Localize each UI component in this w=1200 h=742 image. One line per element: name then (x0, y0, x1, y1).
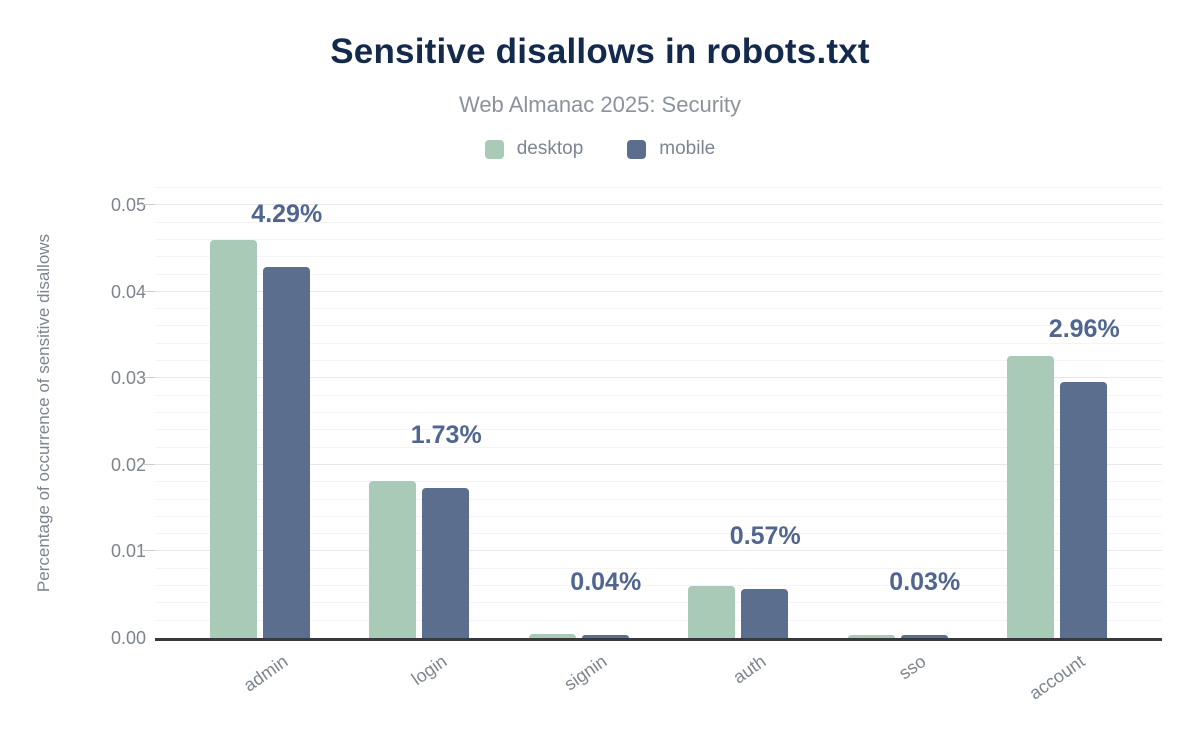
gridline-minor (155, 238, 1162, 240)
bar-group-signin: 0.04% signin (499, 188, 659, 694)
bar-desktop-auth[interactable] (688, 586, 736, 638)
gridline-minor (155, 446, 1162, 448)
gridline-minor (155, 533, 1162, 535)
y-tick-label: 0.02 (110, 454, 146, 475)
gridline-minor (155, 498, 1162, 500)
legend-label-mobile: mobile (659, 138, 716, 159)
x-tick-label-auth: auth (729, 651, 770, 688)
gridline-minor (155, 308, 1162, 310)
bar-groups: 4.29% admin 1.73% login 0.04% signin 0.57% auth… (155, 188, 1162, 704)
bar-desktop-admin[interactable] (209, 239, 257, 638)
bar-mobile-signin[interactable] (581, 634, 629, 638)
y-tick-mark (143, 463, 155, 465)
bar-mobile-sso[interactable] (900, 635, 948, 638)
gridline-minor (155, 567, 1162, 569)
gridline-minor (155, 256, 1162, 258)
gridline-minor (155, 394, 1162, 396)
gridline-major (155, 204, 1162, 206)
point-label-account: 2.96% (1048, 314, 1120, 343)
chart-title: Sensitive disallows in robots.txt (330, 32, 870, 71)
gridline-minor (155, 619, 1162, 621)
y-tick-label: 0.01 (110, 541, 146, 562)
gridline-minor (155, 325, 1162, 327)
bar-desktop-account[interactable] (1007, 355, 1055, 638)
gridline-minor (155, 221, 1162, 223)
x-tick-label-account: account (1025, 651, 1089, 704)
gridline-minor (155, 360, 1162, 362)
x-tick-label-sso: sso (894, 651, 930, 684)
point-label-admin: 4.29% (251, 199, 323, 228)
x-tick-label-login: login (408, 651, 451, 690)
y-tick-label: 0.05 (110, 195, 146, 216)
bar-mobile-auth[interactable] (741, 588, 789, 638)
bar-desktop-signin[interactable] (528, 633, 576, 638)
bar-group-admin: 4.29% admin (180, 188, 340, 696)
point-label-login: 1.73% (410, 421, 482, 450)
gridline-major (155, 377, 1162, 379)
y-tick-label: 0.04 (110, 281, 146, 302)
bar-mobile-account[interactable] (1060, 381, 1108, 638)
gridline-minor (155, 412, 1162, 413)
y-tick-label: 0.00 (110, 628, 146, 648)
y-tick-mark (143, 204, 155, 206)
gridline-major (155, 290, 1162, 292)
bar-mobile-login[interactable] (422, 488, 470, 638)
x-axis-line (155, 638, 1162, 641)
point-label-signin: 0.04% (570, 567, 642, 596)
gridline-minor (155, 342, 1162, 344)
gridline-minor (155, 187, 1162, 188)
legend-label-desktop: desktop (516, 138, 584, 159)
bar-group-sso: 0.03% sso (818, 188, 978, 683)
gridline-minor (155, 515, 1162, 517)
x-tick-label-admin: admin (239, 651, 292, 696)
legend: desktop mobile (0, 138, 1200, 160)
gridline-minor (155, 585, 1162, 587)
point-label-sso: 0.03% (889, 568, 961, 597)
legend-item-mobile[interactable]: mobile (627, 138, 715, 160)
gridline-major (155, 550, 1162, 552)
gridline-minor (155, 602, 1162, 604)
gridline-minor (155, 273, 1162, 275)
bar-group-auth: 0.57% auth (659, 188, 819, 687)
gridline-major (155, 463, 1162, 465)
bar-group-account: 2.96% account (978, 188, 1138, 704)
mobile-swatch-icon (627, 139, 647, 159)
bar-mobile-admin[interactable] (262, 266, 310, 638)
y-tick-mark (143, 377, 155, 379)
y-tick-mark (143, 550, 155, 552)
bar-desktop-sso[interactable] (847, 635, 895, 638)
bar-desktop-login[interactable] (369, 481, 417, 638)
x-tick-label-signin: signin (560, 651, 611, 695)
y-tick-mark (143, 290, 155, 292)
y-tick-label: 0.03 (110, 368, 146, 389)
legend-item-desktop[interactable]: desktop (484, 138, 584, 160)
point-label-auth: 0.57% (729, 521, 801, 550)
desktop-swatch-icon (484, 139, 504, 159)
gridline-minor (155, 429, 1162, 431)
bar-group-login: 1.73% login (340, 188, 500, 689)
gridline-minor (155, 481, 1162, 483)
chart-subtitle: Web Almanac 2025: Security (458, 92, 742, 117)
plot-area: 0.00 0.01 0.02 0.03 0.04 0.05 4.29% admin 1.73% l… (111, 187, 1162, 704)
